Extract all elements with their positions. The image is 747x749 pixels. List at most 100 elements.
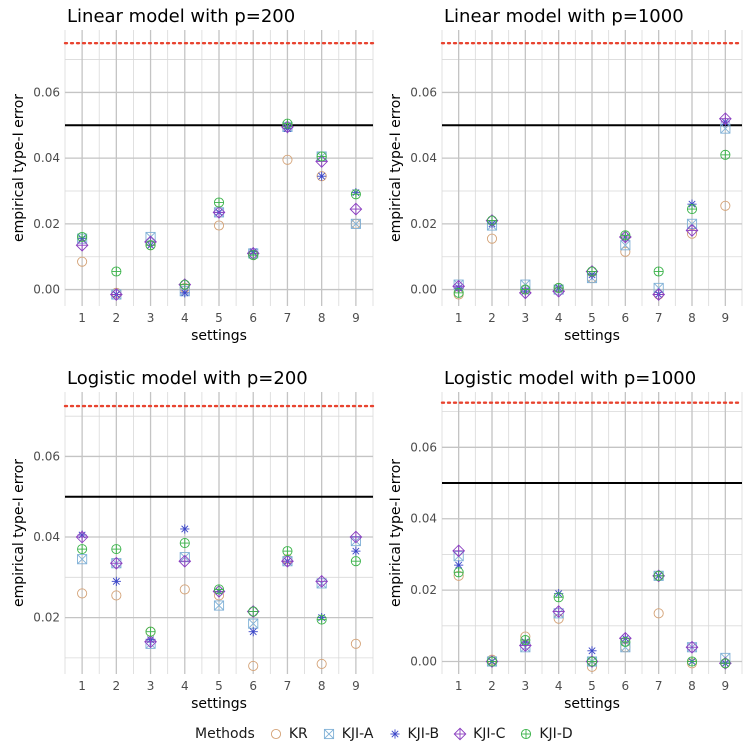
- x-tick-label: 8: [318, 679, 326, 693]
- point-kji-c-7: [281, 554, 294, 568]
- legend-label-kji-d: KJI-D: [539, 726, 573, 742]
- point-kji-d-2: [111, 544, 122, 555]
- y-tick-label: 0.00: [33, 283, 60, 297]
- point-kji-c-8: [315, 574, 329, 588]
- x-tick-label: 3: [147, 311, 155, 325]
- point-kji-d-5: [213, 584, 225, 595]
- point-kji-b-5: [587, 646, 597, 656]
- legend-marker-kr: [270, 728, 281, 740]
- point-kji-d-5: [213, 197, 225, 208]
- point-kr-7: [282, 154, 293, 165]
- x-tick-label: 4: [555, 311, 563, 325]
- point-kr-1: [77, 588, 88, 599]
- x-tick-label: 5: [588, 311, 596, 325]
- legend-marker-kji-d: [521, 728, 532, 740]
- x-tick-label: 8: [688, 311, 696, 325]
- y-tick-label: 0.04: [410, 512, 437, 526]
- y-tick-label: 0.04: [33, 151, 60, 165]
- point-kr-5: [213, 220, 225, 231]
- point-kji-c-8: [685, 224, 699, 237]
- point-kji-a-5: [213, 600, 225, 611]
- point-kji-d-4: [179, 279, 190, 290]
- point-kr-6: [620, 246, 631, 257]
- panel-title: Logistic model with p=200: [67, 368, 308, 389]
- point-kji-d-6: [620, 230, 631, 241]
- panel-4: 0.00 0.02 0.04 0.06 1 2 3 4 5 6 7 8 9 Logistic model …: [388, 368, 744, 712]
- point-kji-d-3: [520, 635, 531, 646]
- panel-3: 0.02 0.04 0.06 1 2 3 4 5 6 7 8 9 Logistic model with…: [11, 368, 375, 712]
- circle-icon: [270, 728, 281, 740]
- point-kr-2: [486, 233, 498, 244]
- point-kji-a-1: [77, 554, 88, 565]
- point-kji-d-1: [453, 287, 464, 298]
- x-tick-label: 2: [488, 311, 496, 325]
- point-kji-c-9: [718, 112, 732, 126]
- point-kji-c-4: [552, 605, 566, 618]
- legend-label-kji-b: KJI-B: [407, 726, 440, 742]
- point-kji-d-6: [248, 250, 259, 261]
- x-tick-label: 2: [488, 679, 496, 693]
- point-kr-8: [316, 658, 327, 669]
- y-axis-label: empirical type-I error: [11, 94, 27, 242]
- point-kji-d-6: [248, 606, 259, 617]
- point-kji-d-3: [145, 240, 156, 251]
- x-tick-label: 9: [352, 679, 360, 693]
- point-kji-d-9: [720, 149, 731, 160]
- y-tick-label: 0.06: [410, 85, 437, 99]
- point-kji-d-3: [520, 284, 531, 295]
- x-tick-label: 5: [588, 679, 596, 693]
- point-kji-d-7: [282, 546, 293, 557]
- boxed-x-icon: [323, 728, 334, 740]
- point-kji-c-4: [178, 554, 192, 568]
- point-kji-d-5: [586, 266, 598, 277]
- y-tick-label: 0.02: [33, 611, 60, 625]
- point-kji-d-1: [77, 231, 88, 243]
- asterisk-icon: [389, 729, 400, 739]
- point-kji-d-2: [111, 266, 122, 277]
- x-tick-label: 1: [455, 679, 463, 693]
- x-tick-label: 7: [284, 311, 292, 325]
- legend-item-kji-a: KJI-A: [322, 726, 374, 742]
- x-tick-label: 1: [78, 679, 86, 693]
- x-tick-label: 6: [622, 679, 630, 693]
- point-kr-9: [720, 200, 731, 211]
- point-kr-1: [77, 256, 88, 267]
- x-tick-label: 4: [181, 679, 189, 693]
- y-axis-label: empirical type-I error: [11, 459, 27, 607]
- y-tick-label: 0.02: [410, 217, 437, 231]
- legend-item-kr: KR: [269, 726, 308, 742]
- point-kji-c-9: [349, 530, 363, 544]
- point-kji-c-8: [685, 640, 699, 654]
- point-kji-c-5: [212, 205, 226, 219]
- point-kji-c-1: [75, 530, 89, 544]
- y-tick-label: 0.00: [410, 655, 437, 669]
- point-kji-c-2: [109, 288, 123, 301]
- y-tick-label: 0.00: [410, 283, 437, 297]
- x-tick-label: 3: [522, 679, 530, 693]
- legend-item-kji-c: KJI-C: [453, 726, 505, 742]
- y-tick-label: 0.02: [410, 583, 437, 597]
- point-kji-d-5: [586, 656, 598, 667]
- x-tick-label: 6: [249, 679, 257, 693]
- legend-marker-kji-c: [453, 727, 467, 741]
- point-kji-d-8: [316, 614, 327, 625]
- legend-title: Methods: [195, 726, 255, 742]
- point-kji-b-4: [180, 524, 190, 534]
- y-tick-label: 0.06: [410, 440, 437, 454]
- point-kji-c-1: [452, 544, 466, 558]
- point-kji-b-6: [248, 627, 258, 637]
- x-tick-label: 8: [688, 679, 696, 693]
- panel-2: 0.00 0.02 0.04 0.06 1 2 3 4 5 6 7 8 9 Linear model wi…: [388, 6, 744, 344]
- point-kji-d-9: [350, 189, 361, 200]
- legend-item-kji-b: KJI-B: [388, 726, 440, 742]
- x-tick-label: 4: [181, 311, 189, 325]
- panel-title: Logistic model with p=1000: [444, 368, 696, 389]
- x-axis-label: settings: [191, 696, 247, 712]
- x-axis-label: settings: [191, 328, 247, 344]
- legend-marker-kji-a: [323, 728, 334, 740]
- x-tick-label: 8: [318, 311, 326, 325]
- y-tick-label: 0.06: [33, 85, 60, 99]
- point-kji-d-1: [453, 567, 464, 578]
- legend-label-kji-a: KJI-A: [341, 726, 374, 742]
- point-kr-2: [111, 590, 122, 601]
